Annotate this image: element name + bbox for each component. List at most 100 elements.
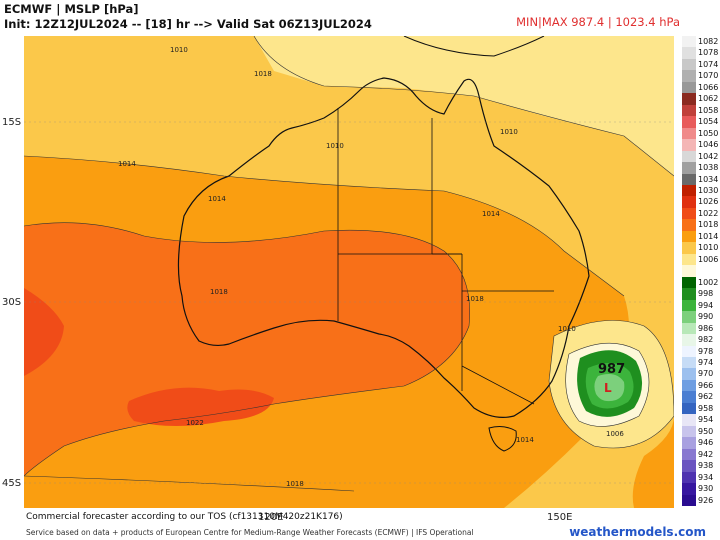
- colorbar-swatch: [682, 116, 696, 129]
- colorbar-swatch: [682, 425, 696, 438]
- low-center-symbol: L: [604, 381, 612, 395]
- field-1006-north: [254, 36, 674, 176]
- colorbar-label: 1034: [698, 174, 719, 184]
- colorbar-label: 1002: [698, 277, 719, 287]
- lon-label-120e: 120E: [258, 512, 284, 523]
- colorbar-swatch: [682, 139, 696, 152]
- colorbar-swatch: [682, 299, 696, 312]
- isobar-label: 1014: [516, 436, 534, 444]
- colorbar-swatch: [682, 93, 696, 106]
- colorbar-label: 930: [698, 484, 714, 494]
- colorbar-label: 978: [698, 346, 714, 356]
- colorbar-swatch: [682, 391, 696, 404]
- colorbar-label: 990: [698, 312, 714, 322]
- colorbar-label: 1070: [698, 71, 719, 81]
- colorbar-swatch: [682, 185, 696, 197]
- isobar-label: 1010: [170, 46, 188, 54]
- coastline-tasmania: [488, 426, 517, 452]
- isobar-label: 1010: [500, 128, 518, 136]
- chart-title: ECMWF | MSLP [hPa]: [4, 2, 139, 16]
- colorbar-label: 1014: [698, 231, 719, 241]
- colorbar-swatch: [682, 494, 696, 507]
- colorbar-swatch: [682, 276, 696, 289]
- colorbar-label: 1010: [698, 243, 719, 253]
- colorbar-swatch: [682, 173, 696, 186]
- isobar-line: [253, 36, 674, 177]
- colorbar-swatch: [682, 150, 696, 163]
- isobar-label: 1010: [558, 325, 576, 333]
- mslp-map: 1010 1014 1014 1014 1018 1018 1018 1010 …: [24, 36, 674, 508]
- coastline-new-guinea: [403, 36, 545, 57]
- field-990: [594, 374, 625, 402]
- colorbar-swatch: [682, 207, 696, 220]
- colorbar-label: 1022: [698, 208, 719, 218]
- colorbar-swatch: [682, 460, 696, 473]
- colorbar-label: 986: [698, 323, 714, 333]
- colorbar-label: 974: [698, 357, 714, 367]
- colorbar-swatch: [682, 356, 696, 369]
- colorbar-label: 994: [698, 300, 714, 310]
- colorbar-swatch: [682, 448, 696, 461]
- colorbar-label: 938: [698, 461, 714, 471]
- colorbar-label: 966: [698, 380, 714, 390]
- colorbar-label: 970: [698, 369, 714, 379]
- isobar-label: 1014: [482, 210, 500, 218]
- data-attribution: Service based on data + products of Euro…: [26, 528, 474, 537]
- field-1014-se: [632, 416, 674, 508]
- colorbar-label: 1058: [698, 105, 719, 115]
- colorbar-label: 1042: [698, 151, 719, 161]
- isobar-line: [548, 320, 674, 449]
- coastline-australia: [177, 77, 590, 418]
- colorbar-swatch: [682, 162, 696, 175]
- chart-header: ECMWF | MSLP [hPa] Init: 12Z12JUL2024 --…: [4, 2, 372, 32]
- colorbar-swatch: [682, 414, 696, 427]
- colorbar-swatch: [682, 47, 696, 60]
- isobar-label: 1010: [326, 142, 344, 150]
- colorbar-swatch: [682, 81, 696, 94]
- isobar-label: 1006: [606, 430, 624, 438]
- isobar-label: 1014: [208, 195, 226, 203]
- brand-link[interactable]: weathermodels.com: [569, 525, 706, 539]
- colorbar-label: 1030: [698, 186, 719, 196]
- low-center-value: 987: [598, 362, 625, 377]
- colorbar-label: 1050: [698, 128, 719, 138]
- colorbar-swatch: [682, 253, 696, 266]
- colorbar-label: 1082: [698, 37, 719, 46]
- colorbar-swatch: [682, 70, 696, 83]
- colorbar-swatch: [682, 368, 696, 381]
- isobar-line: [24, 475, 355, 492]
- colorbar-label: 1074: [698, 59, 719, 69]
- lat-label-15s: 15S: [2, 117, 22, 128]
- colorbar-swatch: [682, 288, 696, 301]
- colorbar-swatch: [682, 322, 696, 335]
- colorbar-label: 1018: [698, 220, 719, 230]
- colorbar-label: 954: [698, 415, 714, 425]
- min-max-readout: MIN|MAX 987.4 | 1023.4 hPa: [516, 15, 680, 29]
- isobar-label: 1022: [186, 419, 204, 427]
- colorbar-label: 926: [698, 495, 714, 505]
- field-1022-b: [127, 387, 274, 426]
- colorbar-swatch: [682, 242, 696, 255]
- colorbar-label: 958: [698, 403, 714, 413]
- colorbar-swatch: [682, 196, 696, 209]
- colorbar-swatch: [682, 379, 696, 392]
- colorbar-label: 1078: [698, 48, 719, 58]
- colorbar-label: 998: [698, 289, 714, 299]
- isobar-label: 1018: [286, 480, 304, 488]
- border-nsw-vic: [461, 365, 535, 405]
- colorbar-label: 946: [698, 438, 714, 448]
- isobar-line: [565, 342, 650, 427]
- init-valid-line: Init: 12Z12JUL2024 -- [18] hr --> Valid …: [4, 17, 372, 31]
- isobar-label: 1018: [466, 295, 484, 303]
- colorbar-swatch: [682, 127, 696, 140]
- colorbar-swatch: [682, 471, 696, 484]
- colorbar-swatch: [682, 311, 696, 324]
- colorbar-swatch: [682, 219, 696, 232]
- colorbar-label: 962: [698, 392, 714, 402]
- field-1018-south: [24, 476, 354, 508]
- colorbar-swatch: [682, 230, 696, 243]
- colorbar-swatch: [682, 265, 696, 278]
- isobar-line: [24, 222, 470, 477]
- colorbar-label: 1038: [698, 163, 719, 173]
- colorbar-label: 942: [698, 449, 714, 459]
